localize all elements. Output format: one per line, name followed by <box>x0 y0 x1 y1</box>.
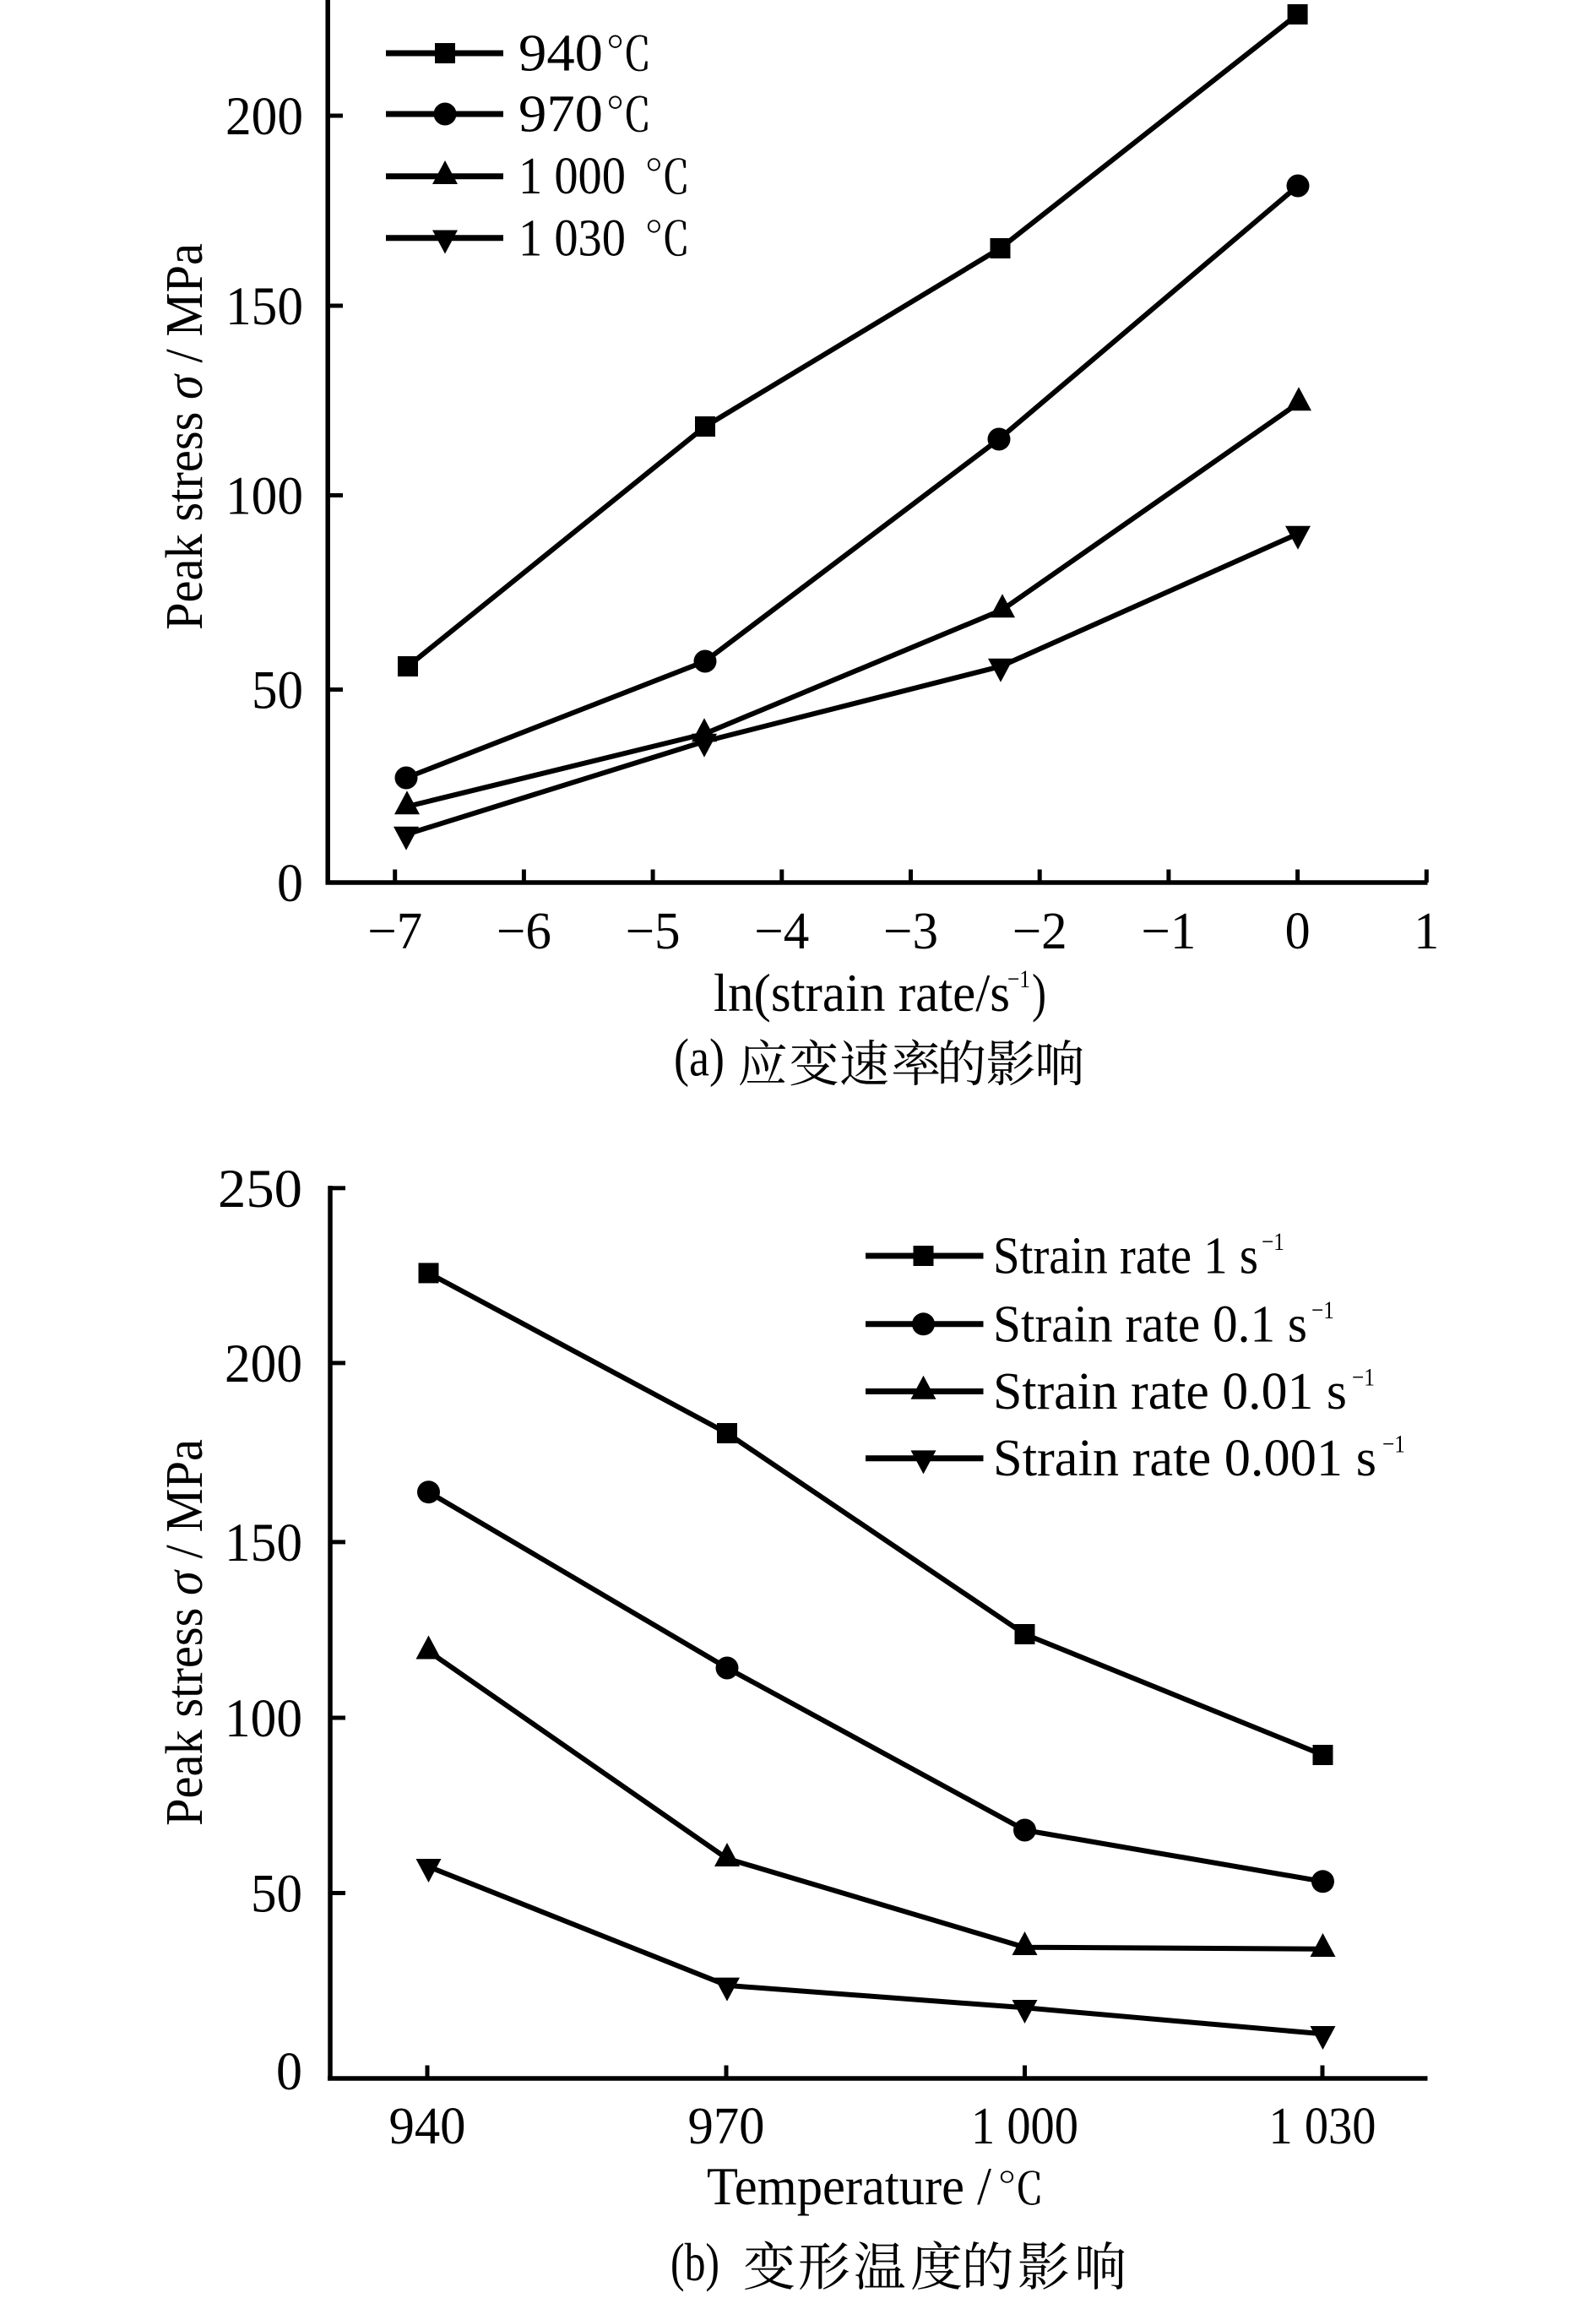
svg-text:940: 940 <box>518 25 603 83</box>
svg-text:Temperature /: Temperature / <box>707 2157 991 2216</box>
svg-text:250: 250 <box>218 1159 302 1220</box>
svg-text:−6: −6 <box>497 903 551 960</box>
svg-text:(b): (b) <box>670 2232 719 2292</box>
svg-text:−1: −1 <box>1141 903 1196 960</box>
svg-text:Strain rate 0.1 s: Strain rate 0.1 s <box>993 1296 1307 1353</box>
svg-text:−7: −7 <box>367 903 422 960</box>
svg-text:−1: −1 <box>1262 1228 1284 1256</box>
svg-text:−3: −3 <box>883 903 938 960</box>
svg-text:Peak stress σ / MPa: Peak stress σ / MPa <box>156 1439 214 1826</box>
svg-text:1 030: 1 030 <box>518 209 626 267</box>
svg-text:): ) <box>1032 964 1046 1023</box>
svg-text:−1: −1 <box>1311 1296 1334 1324</box>
svg-text:Strain rate 0.001 s: Strain rate 0.001 s <box>993 1430 1376 1487</box>
svg-text:1: 1 <box>1414 903 1439 960</box>
svg-text:1 030: 1 030 <box>1269 2098 1376 2155</box>
svg-text:0: 0 <box>277 853 303 914</box>
svg-text:940: 940 <box>389 2098 466 2155</box>
svg-text:ln(strain rate/s: ln(strain rate/s <box>714 964 1010 1023</box>
svg-text:Strain rate 0.01 s: Strain rate 0.01 s <box>993 1363 1347 1421</box>
svg-text:100: 100 <box>225 1688 302 1749</box>
svg-text:1 000: 1 000 <box>971 2098 1078 2155</box>
svg-text:−1: −1 <box>1352 1364 1375 1392</box>
svg-text:150: 150 <box>225 1513 302 1573</box>
svg-text:50: 50 <box>252 660 303 721</box>
svg-text:0: 0 <box>1285 903 1311 960</box>
svg-text:50: 50 <box>251 1864 302 1925</box>
svg-text:970: 970 <box>518 86 603 144</box>
svg-text:(a): (a) <box>674 1028 725 1088</box>
svg-text:100: 100 <box>225 466 303 527</box>
svg-text:−2: −2 <box>1012 903 1067 960</box>
svg-text:1 000: 1 000 <box>518 148 626 205</box>
svg-text:−4: −4 <box>754 903 809 960</box>
svg-text:200: 200 <box>225 86 303 147</box>
svg-text:−1: −1 <box>1382 1431 1405 1459</box>
svg-text:Strain rate 1 s: Strain rate 1 s <box>993 1228 1258 1285</box>
svg-text:−5: −5 <box>626 903 681 960</box>
svg-text:150: 150 <box>225 276 303 337</box>
svg-text:970: 970 <box>688 2098 765 2155</box>
svg-text:0: 0 <box>276 2041 302 2102</box>
svg-text:200: 200 <box>225 1334 302 1394</box>
svg-text:−1: −1 <box>1007 965 1030 993</box>
svg-text:Peak stress σ / MPa: Peak stress σ / MPa <box>156 243 214 630</box>
